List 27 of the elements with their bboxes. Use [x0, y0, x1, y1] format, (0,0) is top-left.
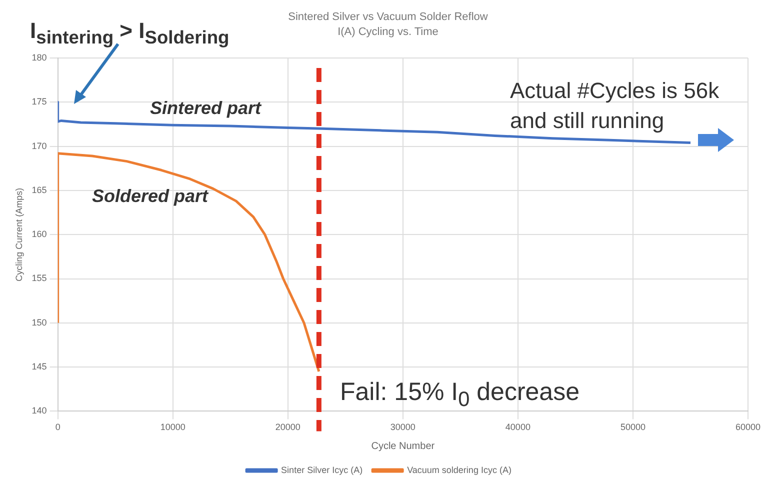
y-tick-label: 145 — [32, 362, 47, 372]
y-tick-label: 150 — [32, 317, 47, 328]
chart-title: Sintered Silver vs Vacuum Solder Reflow — [288, 11, 488, 23]
y-tick-label: 155 — [32, 273, 47, 284]
chart-subtitle: I(A) Cycling vs. Time — [338, 26, 438, 38]
annotation: Actual #Cycles is 56k and still running — [510, 77, 720, 135]
annotation: Soldered part — [92, 186, 208, 207]
x-tick-label: 40000 — [505, 422, 530, 432]
legend-label: Sinter Silver Icyc (A) — [281, 464, 363, 475]
legend-label: Vacuum soldering Icyc (A) — [407, 464, 512, 475]
x-tick-label: 50000 — [620, 422, 646, 432]
y-tick-label: 160 — [32, 229, 47, 240]
y-tick-label: 165 — [32, 184, 47, 195]
y-tick-label: 180 — [32, 52, 47, 62]
y-axis-title: Cycling Current (Amps) — [14, 188, 24, 282]
x-axis-title: Cycle Number — [371, 440, 436, 452]
x-tick-label: 10000 — [160, 422, 186, 432]
y-tick-label: 175 — [32, 96, 47, 107]
x-tick-label: 0 — [55, 422, 60, 432]
y-tick-label: 170 — [32, 140, 47, 151]
x-tick-label: 20000 — [275, 422, 300, 432]
annotation: Fail: 15% I$_{0}$ decrease — [340, 378, 580, 412]
text: I$_{sintering}$ > I$_{Soldering}$ — [30, 18, 230, 48]
x-tick-label: 30000 — [390, 422, 416, 432]
y-tick-label: 140 — [32, 406, 47, 416]
annotation: Sintered part — [150, 98, 262, 119]
x-tick-label: 60000 — [735, 422, 761, 432]
